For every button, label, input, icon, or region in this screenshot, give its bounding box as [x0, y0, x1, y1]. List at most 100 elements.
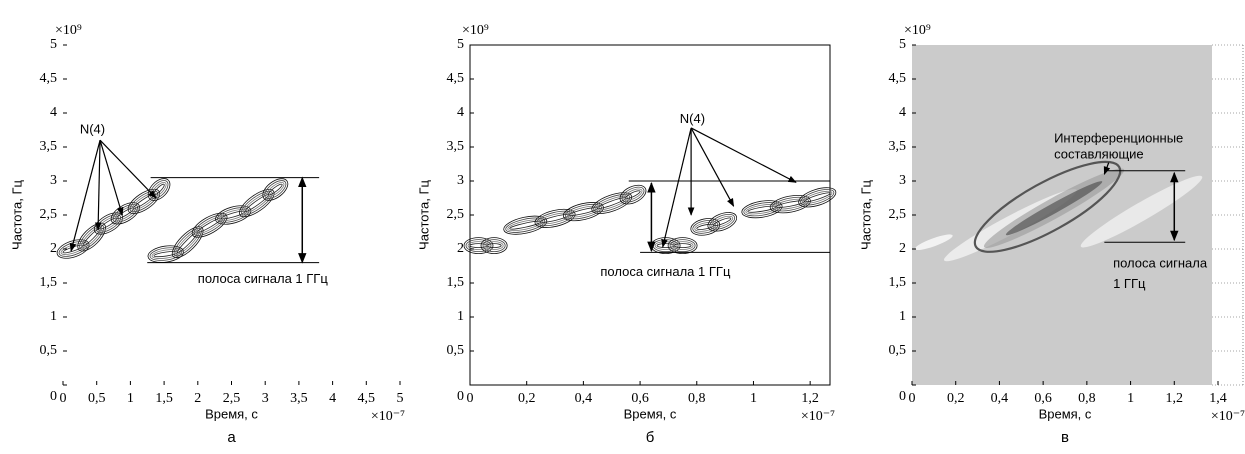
contour: [538, 212, 572, 225]
y-tick-label: 2,5: [447, 207, 465, 222]
annotation-arrow: [690, 127, 797, 183]
annotation-arrow: [94, 140, 102, 231]
y-tick-label: 1: [457, 309, 464, 324]
contour: [673, 243, 692, 249]
x-scale-label: ×10⁻⁷: [1211, 409, 1245, 424]
contour: [694, 222, 717, 232]
contour: [743, 202, 781, 217]
contour: [173, 228, 202, 257]
x-tick-label: 1: [750, 391, 757, 406]
panel: 0 0,2 0,4 0,6 0,8 1 1,200,511,522,533,544,55×1…: [416, 23, 837, 446]
y-tick-label: 0: [50, 389, 57, 404]
contour: [690, 218, 721, 236]
y-tick-label: 2,5: [40, 207, 58, 222]
y-tick-label: 3,5: [889, 139, 907, 154]
y-tick-label: 1: [50, 309, 57, 324]
panel: 0 0,5 1 1,5 2 2,5 3 3,5 4 4,5 5 0 0,5 1 1,5 2 2,5 3 3,5 4 4,…: [9, 23, 405, 446]
contour: [621, 186, 645, 203]
contour: [503, 215, 548, 235]
contour: [507, 219, 544, 232]
y-tick-label: 3: [899, 173, 906, 188]
x-tick-label: 0,8: [1078, 391, 1096, 406]
annotation: N(4): [80, 121, 105, 136]
contour: [149, 247, 182, 261]
contour: [771, 196, 809, 212]
contour: [191, 212, 228, 238]
contour: [595, 195, 629, 211]
panel-label: б: [646, 429, 655, 446]
contour: [654, 241, 677, 251]
y-tick-label: 1,5: [40, 275, 58, 290]
panel-label: в: [1061, 429, 1069, 446]
x-tick-label: 1,4: [1209, 391, 1227, 406]
contour: [79, 224, 105, 250]
contour: [56, 239, 90, 259]
x-scale-label: ×10⁻⁷: [801, 409, 835, 424]
contour: [469, 243, 488, 249]
contour: [505, 217, 546, 233]
contour: [566, 205, 600, 218]
contour: [480, 237, 508, 255]
annotation: 1 ГГц: [1113, 276, 1146, 291]
contour: [110, 202, 140, 225]
contour: [709, 213, 736, 230]
y-tick-label: 3,5: [40, 139, 58, 154]
contour: [773, 198, 807, 210]
x-tick-label: 0,4: [991, 391, 1009, 406]
x-axis-label: Время, с: [205, 406, 258, 421]
panel: 0 0,2 0,4 0,6 0,8 1 1,2 1,4 0 0,5 1 1,5 2 2,5 3 3,5 4 4,5…: [858, 23, 1245, 446]
y-tick-label: 1,5: [447, 275, 465, 290]
y-tick-label: 5: [457, 37, 464, 52]
annotation-arrow: [661, 127, 692, 248]
annotation: Интерференционные: [1054, 130, 1183, 145]
y-tick-label: 2,5: [889, 207, 907, 222]
contour: [745, 204, 779, 215]
contour: [133, 194, 155, 209]
x-tick-label: 3: [262, 391, 269, 406]
annotation-arrow: [99, 139, 157, 199]
contour: [804, 192, 831, 203]
y-tick-label: 4: [899, 105, 906, 120]
x-tick-label: 4: [329, 391, 336, 406]
contour: [800, 189, 835, 206]
y-axis-label: Частота, Гц: [858, 180, 873, 250]
contour: [671, 241, 694, 251]
y-tick-label: 5: [899, 37, 906, 52]
annotation-arrow: [99, 140, 124, 216]
contour: [619, 184, 647, 205]
contour: [713, 217, 732, 227]
y-scale-label: ×10⁹: [904, 23, 931, 38]
contour: [77, 222, 106, 252]
streak: [915, 234, 953, 251]
contour: [463, 237, 494, 255]
x-axis-label: Время, с: [1039, 406, 1092, 421]
y-axis-label: Частота, Гц: [416, 180, 431, 250]
contour: [195, 216, 224, 235]
contour: [534, 208, 576, 228]
contour: [591, 192, 633, 214]
x-tick-label: 0,5: [88, 391, 106, 406]
annotation: полоса сигнала 1 ГГц: [198, 271, 329, 286]
contour: [175, 229, 200, 255]
annotation: N(4): [680, 111, 705, 126]
y-tick-label: 2: [457, 241, 464, 256]
contour: [240, 190, 273, 216]
x-tick-label: 0,6: [631, 391, 649, 406]
y-tick-label: 4,5: [447, 71, 465, 86]
x-tick-label: 2,5: [223, 391, 241, 406]
contour: [802, 190, 833, 204]
x-tick-label: 0: [909, 391, 916, 406]
annotation-arrow: [69, 140, 101, 252]
y-tick-label: 4: [457, 105, 464, 120]
x-tick-label: 0: [60, 391, 67, 406]
annotation-arrow: [690, 127, 735, 207]
y-tick-label: 2: [899, 241, 906, 256]
contour: [81, 226, 103, 248]
contour: [467, 241, 490, 251]
annotation: составляющие: [1054, 147, 1144, 162]
interference-ellipse: [973, 160, 1122, 253]
x-tick-label: 1: [127, 391, 134, 406]
x-scale-label: ×10⁻⁷: [371, 409, 405, 424]
